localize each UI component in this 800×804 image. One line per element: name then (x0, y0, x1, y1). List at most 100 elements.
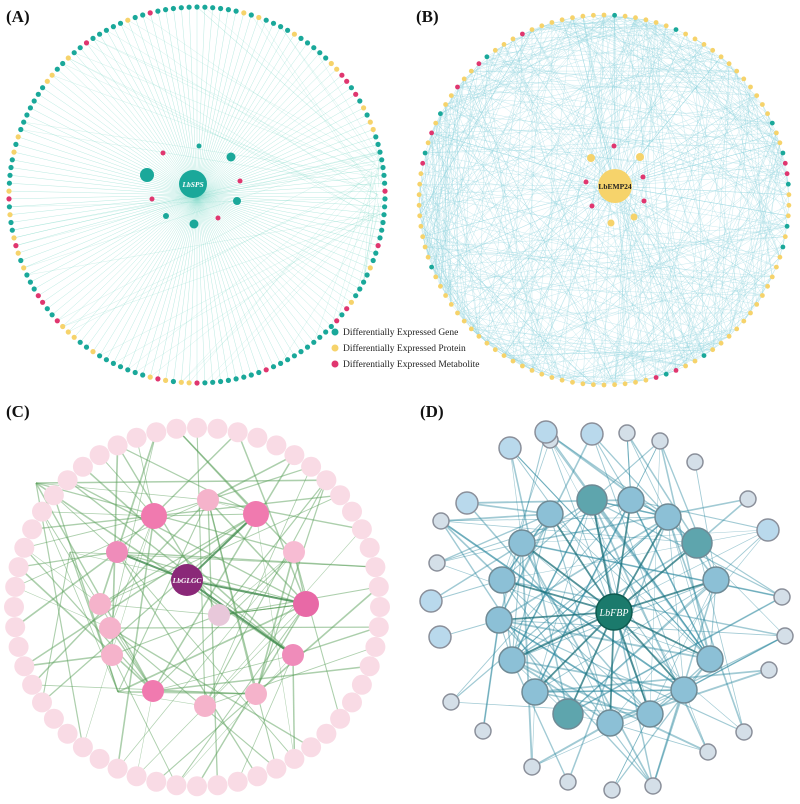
edge-line (549, 439, 685, 691)
outer-node (523, 758, 541, 776)
ring-node (83, 344, 90, 350)
edge-line (509, 447, 685, 691)
edge-line (603, 14, 763, 296)
ring-node (77, 339, 83, 345)
edge-line (503, 44, 686, 367)
ring-node (218, 5, 224, 12)
ring-node (786, 192, 792, 198)
edge-line (422, 236, 553, 378)
edge-line (486, 56, 786, 164)
edge-line (498, 516, 669, 621)
edge-line (62, 214, 381, 327)
edge-line (68, 57, 381, 213)
edge-line (374, 179, 382, 231)
ring-node (520, 31, 525, 37)
edge-line (451, 95, 705, 356)
edge-line (196, 20, 267, 196)
edge-line (534, 499, 593, 693)
edge-line (478, 185, 616, 337)
edge-line (531, 33, 686, 371)
panel-b-hub-label: LbEMP24 (598, 182, 632, 191)
edge-line (196, 42, 308, 196)
edge-line (549, 513, 711, 660)
edge-line (534, 579, 717, 693)
edge-line (74, 52, 377, 175)
edge-line (23, 547, 154, 692)
edge-line (196, 6, 382, 171)
edge-line (509, 447, 569, 715)
edge-line (68, 194, 198, 333)
edge-line (293, 551, 341, 719)
outer-node (89, 445, 110, 466)
edge-line (419, 185, 616, 206)
edge-line (435, 276, 713, 350)
edge-line (331, 158, 381, 327)
ring-node (7, 212, 13, 218)
ring-node (529, 27, 535, 32)
ring-node (710, 347, 716, 353)
edge-line (418, 205, 615, 385)
edge-line (531, 185, 616, 371)
inner-node (293, 591, 319, 617)
ring-node (270, 364, 277, 370)
inner-node (282, 644, 304, 666)
edge-line (626, 432, 698, 544)
edge-line (113, 213, 381, 364)
ring-node (734, 326, 740, 332)
edge-line (451, 95, 616, 187)
edge-line (425, 142, 780, 154)
edge-line (478, 56, 488, 337)
inner-node (99, 617, 121, 639)
ring-node (54, 318, 60, 324)
ring-node (785, 213, 791, 219)
edge-line (471, 328, 594, 385)
ring-node (132, 14, 138, 21)
edge-line (614, 95, 757, 187)
ring-node (734, 68, 740, 74)
edge-line (762, 104, 789, 185)
ring-node (103, 357, 109, 363)
edge-line (425, 185, 616, 248)
edge-line (694, 38, 705, 356)
ring-node (103, 27, 109, 33)
edge-line (531, 25, 667, 30)
edge-line (464, 19, 646, 80)
inner-node (160, 150, 166, 156)
outer-node (359, 537, 380, 558)
edge-line (196, 194, 337, 321)
ring-node (8, 219, 14, 226)
edge-line (603, 14, 784, 154)
edge-line (431, 266, 514, 362)
edge-line (551, 22, 789, 185)
panel-d: LbFBP (D) (419, 402, 794, 799)
edge-line (614, 22, 657, 187)
ring-node (422, 150, 428, 156)
edge-line (512, 33, 523, 362)
edge-line (549, 513, 615, 613)
inner-node (233, 197, 241, 205)
edge-line (512, 183, 789, 362)
edge-line (522, 365, 594, 385)
edge-line (478, 15, 626, 64)
edge-line (196, 194, 356, 296)
edge-line (120, 194, 198, 367)
edge-line (436, 562, 711, 660)
edge-line (614, 22, 657, 385)
ring-node (379, 157, 385, 163)
ring-node (178, 379, 184, 385)
ring-node (97, 353, 103, 359)
panel-c-hub-node (171, 564, 203, 596)
edge-line (511, 542, 523, 661)
edge-line (196, 175, 385, 196)
edge-line (196, 14, 252, 196)
ring-node (49, 312, 55, 318)
edge-line (422, 236, 594, 385)
edge-line (614, 152, 783, 187)
outer-node (735, 723, 753, 741)
ring-node (549, 375, 555, 380)
ring-node (241, 374, 247, 380)
edge-line (68, 57, 198, 196)
inner-node (237, 178, 243, 184)
edge-line (776, 236, 786, 268)
edge-line (511, 516, 669, 661)
